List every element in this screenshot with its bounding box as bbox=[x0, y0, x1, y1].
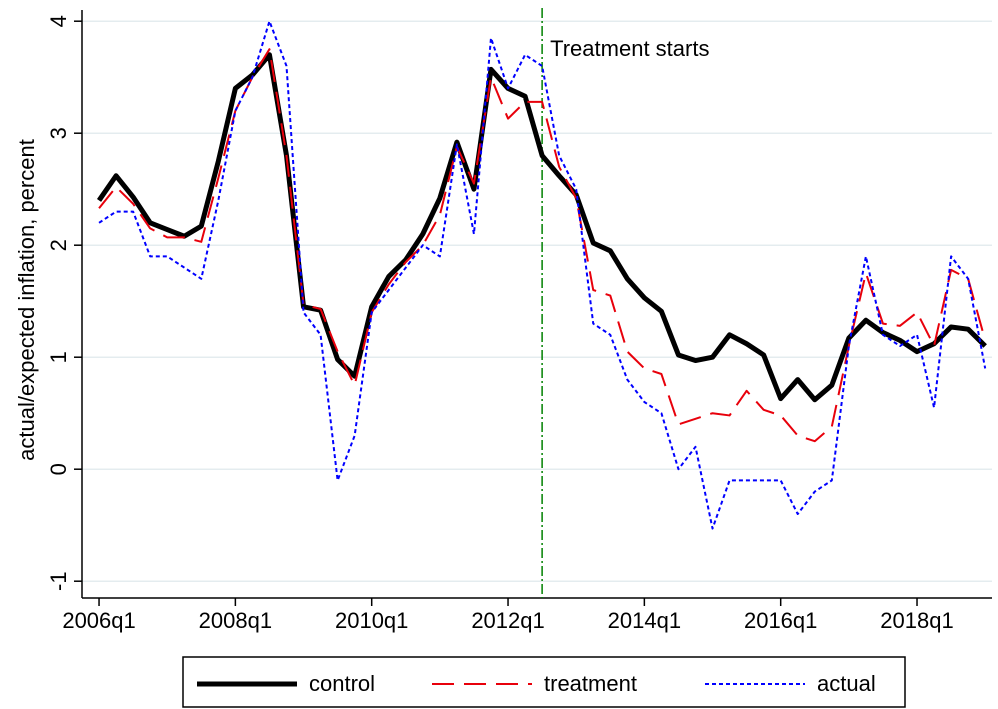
x-tick-label: 2016q1 bbox=[744, 608, 817, 633]
y-tick-label: 0 bbox=[46, 463, 71, 475]
series-line bbox=[96, 52, 987, 403]
x-tick-label: 2014q1 bbox=[608, 608, 681, 633]
legend-label: control bbox=[309, 671, 375, 696]
x-tick-label: 2012q1 bbox=[471, 608, 544, 633]
y-axis-label: actual/expected inflation, percent bbox=[14, 139, 39, 461]
legend-box bbox=[182, 656, 906, 708]
y-tick-label: -1 bbox=[46, 571, 71, 591]
annotation: Treatment starts bbox=[550, 36, 709, 61]
x-tick-label: 2018q1 bbox=[880, 608, 953, 633]
legend-label: treatment bbox=[544, 671, 637, 696]
y-tick-label: 2 bbox=[46, 239, 71, 251]
x-tick-label: 2006q1 bbox=[62, 608, 135, 633]
legend-label: actual bbox=[817, 671, 876, 696]
x-tick-label: 2008q1 bbox=[199, 608, 272, 633]
y-tick-label: 4 bbox=[46, 15, 71, 27]
y-tick-label: 3 bbox=[46, 127, 71, 139]
x-tick-label: 2010q1 bbox=[335, 608, 408, 633]
y-tick-label: 1 bbox=[46, 351, 71, 363]
series-line bbox=[98, 20, 987, 530]
